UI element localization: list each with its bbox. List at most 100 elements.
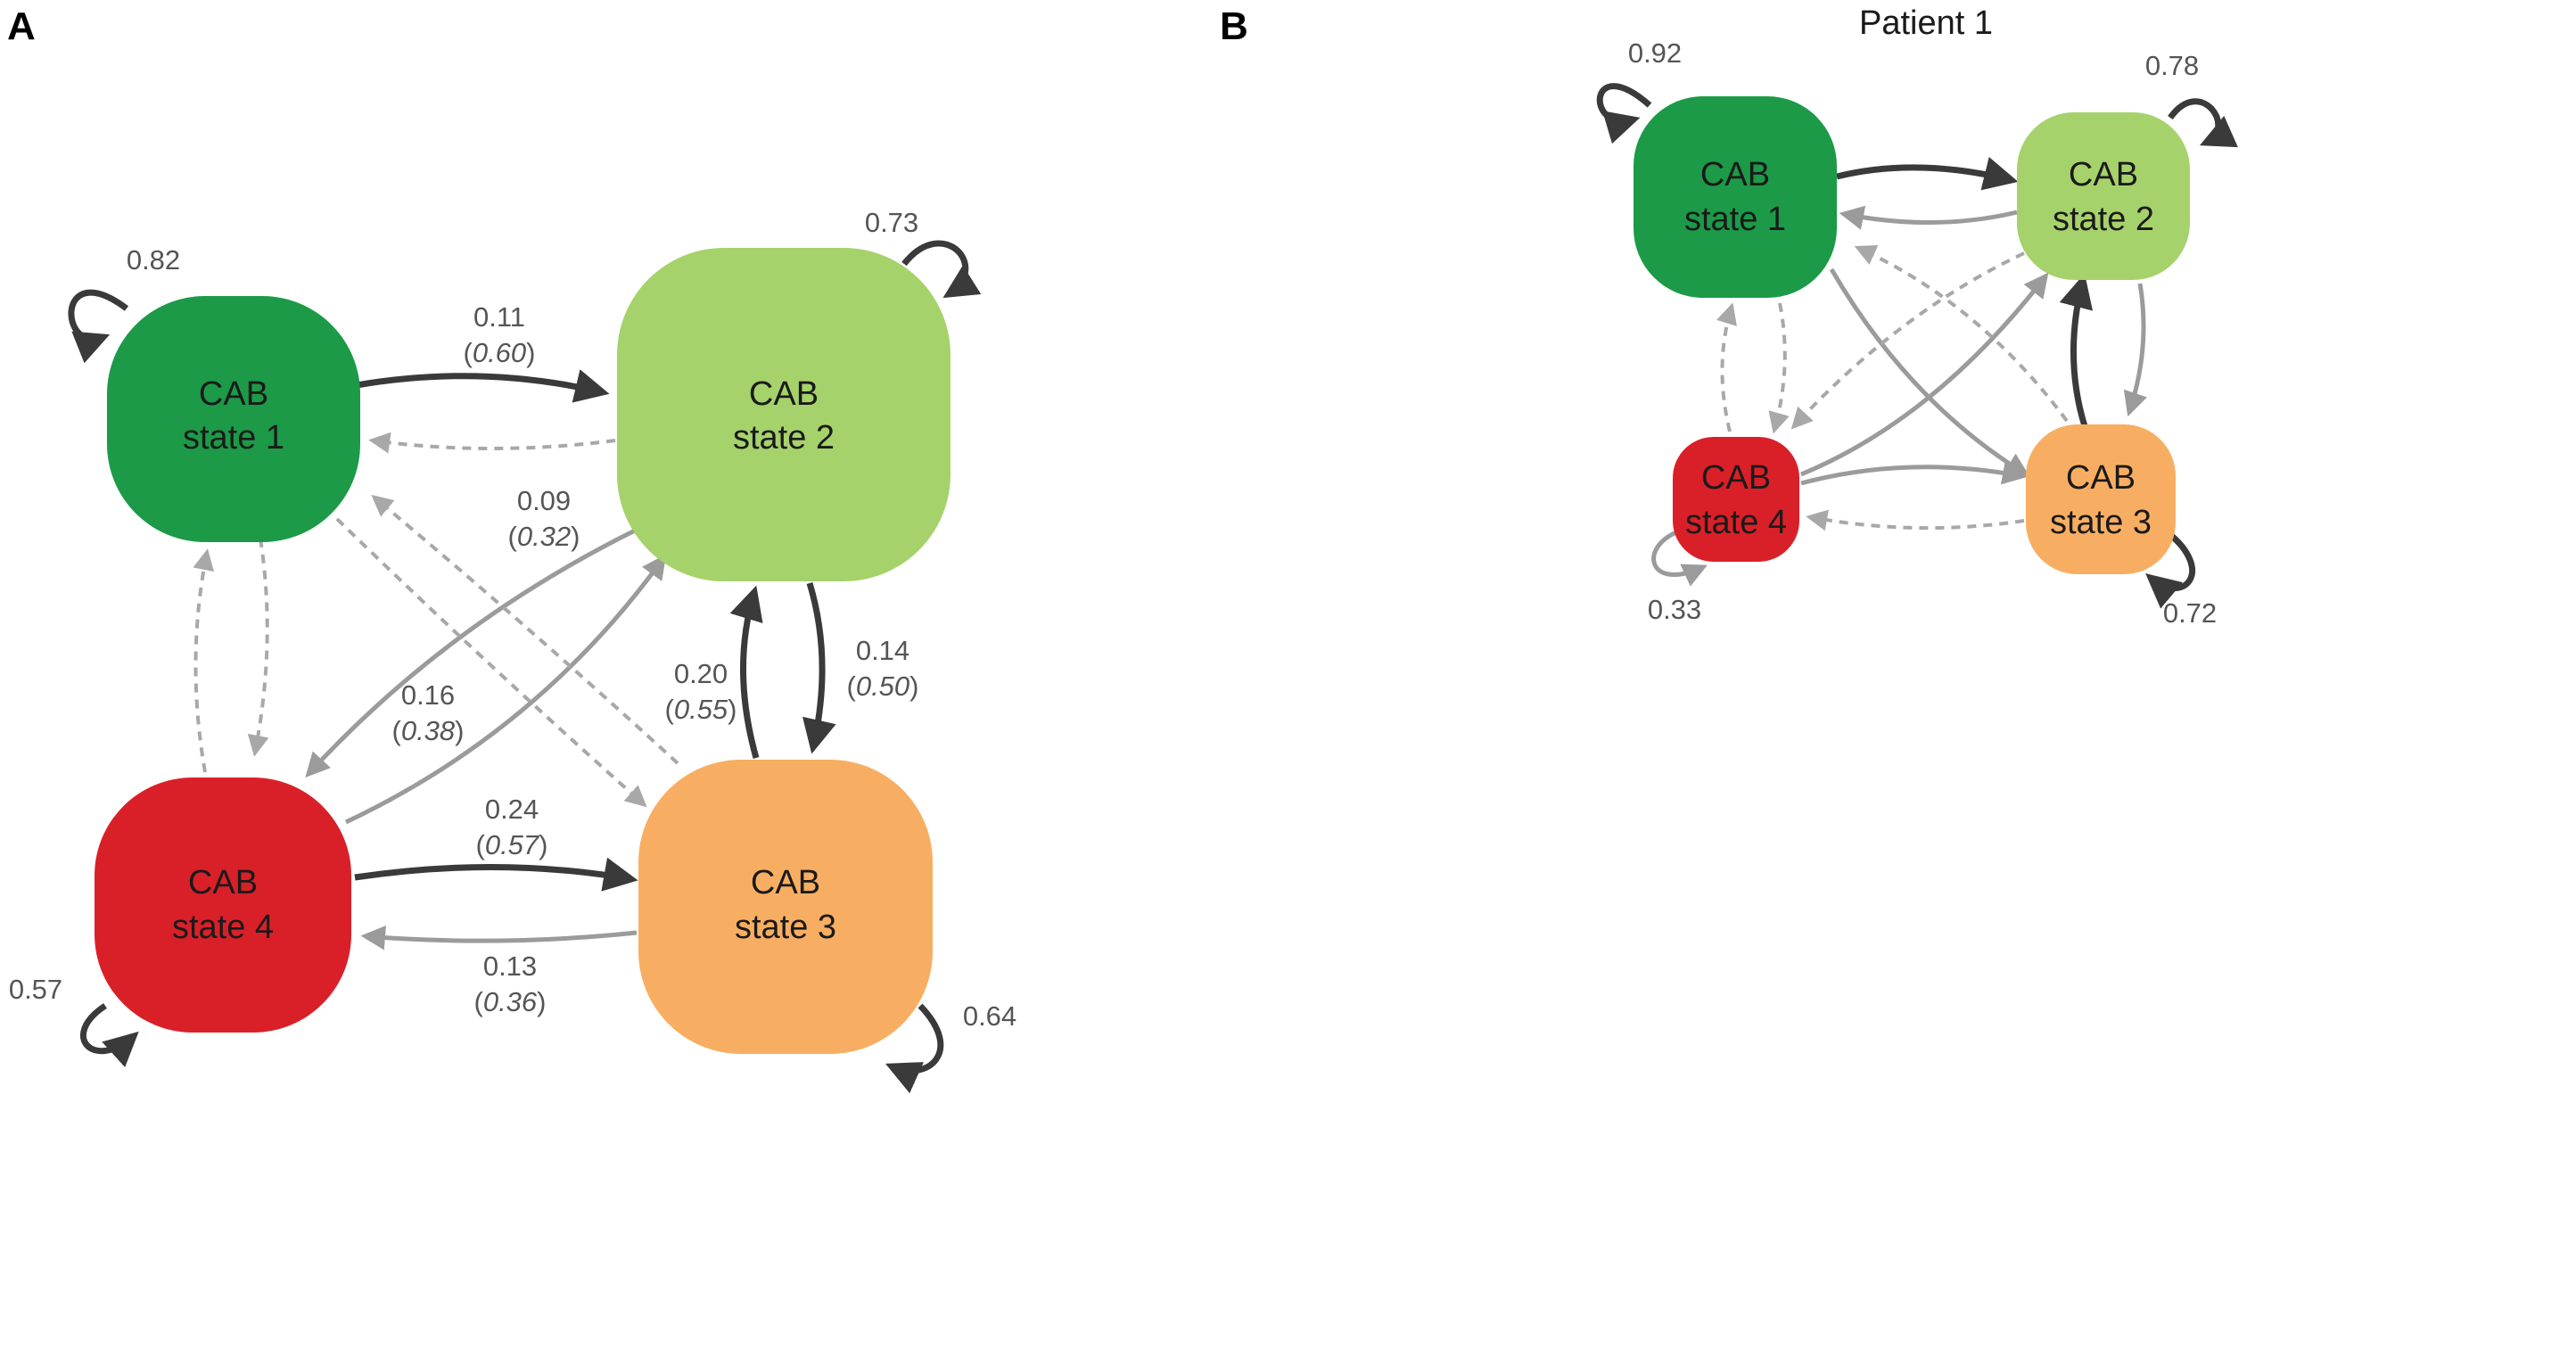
node-label-a-s1-line1: CAB [199,375,268,413]
edge-cond: (0.57) [476,829,548,860]
edge-a-s2-s3 [802,581,836,754]
edge-prob: 0.24 [485,794,539,825]
edge-prob: 0.16 [401,679,455,711]
edge-a-s1-s3 [335,517,647,808]
edge-cond-value: 0.50 [856,671,909,702]
edge-b-s4-s3 [1800,460,2028,486]
edge-prob: 0.13 [483,950,537,982]
self-loop-b-s3 [2145,531,2196,609]
panel-b-edges [1716,156,2147,531]
self-loop-a-s2 [901,240,982,299]
edge-b-s2-s1 [1839,205,2018,230]
panel-a-edges [193,369,836,950]
edge-cond-value: 0.38 [401,715,456,746]
edge-a-s1-s4 [247,538,269,757]
edge-a-s3-s2 [729,585,763,759]
node-label-b-s1-line2: state 1 [1684,201,1786,238]
edge-b-s3-s4 [1806,509,2025,531]
state-node-b-s2 [2017,112,2190,280]
edge-a-s2-s4 [305,527,638,778]
node-label-a-s1-line2: state 1 [183,419,284,457]
state-node-a-s2 [617,248,951,581]
edge-label-a-s4-s3: 0.24 (0.57) [476,794,548,860]
self-loop-b-s2 [2168,98,2238,148]
edge-a-s3-s4 [360,926,638,950]
edge-b-s1-s4 [1768,302,1790,434]
self-loop-label-b-s4: 0.33 [1648,594,1701,625]
edge-cond-value: 0.57 [485,829,540,860]
edge-a-s4-s2 [344,554,667,825]
panel-b: B Patient 1 CAB state 1 CAB [1220,4,2238,629]
edge-b-s1-s3 [1829,267,2030,477]
panel-a-self-loops [68,240,982,1094]
edge-b-s3-s1 [1854,245,2069,423]
edge-cond-value: 0.60 [473,337,526,368]
edge-cond: (0.60) [464,337,536,368]
node-label-b-s2-line2: state 2 [2053,201,2154,238]
state-node-b-s4 [1673,437,1799,562]
edge-cond: (0.36) [474,986,547,1017]
state-node-b-s3 [2026,424,2176,574]
node-label-a-s3-line1: CAB [751,864,820,901]
edge-label-a-s4-s2: 0.16 (0.38) [392,679,465,746]
state-node-a-s4 [95,778,351,1033]
node-label-a-s4-line2: state 4 [172,909,274,946]
edge-label-a-s2-s3: 0.14 (0.50) [847,635,919,702]
self-loop-label-a-s2: 0.73 [865,207,918,238]
node-label-b-s2-line1: CAB [2069,156,2138,193]
self-loop-label-b-s3: 0.72 [2163,597,2217,629]
self-loop-label-b-s2: 0.78 [2145,50,2199,81]
node-label-b-s1-line1: CAB [1700,156,1770,193]
node-label-b-s3-line1: CAB [2066,459,2136,497]
edge-b-s1-s2 [1836,156,2019,191]
node-label-b-s4-line1: CAB [1701,459,1771,497]
edge-label-a-s1-s2: 0.11 (0.60) [464,301,536,368]
state-node-b-s1 [1634,96,1837,298]
self-loop-a-s1 [68,289,129,364]
edge-label-a-s3-s4: 0.13 (0.36) [474,950,547,1017]
edge-a-s4-s1 [193,548,215,773]
node-label-a-s4-line1: CAB [188,864,258,901]
edge-b-s4-s1 [1716,302,1737,432]
self-loop-label-b-s1: 0.92 [1628,37,1682,69]
edge-b-s3-s2 [2059,273,2094,428]
state-node-a-s3 [638,760,933,1054]
self-loop-a-s3 [885,1003,944,1094]
self-loop-label-a-s4: 0.57 [9,974,62,1005]
self-loop-a-s4 [79,1003,139,1067]
node-label-a-s2-line1: CAB [749,375,819,413]
panel-a: A CAB state 1 [7,4,1016,1094]
panel-b-letter: B [1220,4,1248,48]
node-label-a-s3-line2: state 3 [735,909,836,946]
edge-b-s2-s4 [1790,251,2025,430]
edge-prob: 0.14 [856,635,909,666]
panel-a-letter: A [7,4,36,48]
edge-label-a-s3-s2: 0.20 (0.55) [665,658,737,725]
edge-prob: 0.11 [473,301,525,333]
edge-prob: 0.09 [517,485,571,516]
edge-cond-value: 0.32 [517,521,571,552]
panel-b-title: Patient 1 [1859,4,1993,42]
edge-b-s4-s2 [1800,272,2049,477]
edge-a-s3-s1 [371,494,679,765]
node-label-b-s3-line2: state 3 [2050,504,2152,541]
self-loop-b-s1 [1596,83,1652,144]
edge-a-s4-s3 [354,857,638,892]
edge-cond: (0.38) [392,715,465,746]
edge-cond-value: 0.55 [674,694,728,725]
self-loop-label-a-s1: 0.82 [127,244,180,276]
edge-prob: 0.20 [674,658,728,689]
self-loop-label-a-s3: 0.64 [963,1000,1016,1032]
edge-b-s2-s3 [2123,283,2147,417]
edge-label-a-s2-s4: 0.09 (0.32) [508,485,580,552]
edge-a-s2-s1 [368,432,616,454]
edge-a-s1-s2 [356,369,610,403]
edge-cond-value: 0.36 [483,986,538,1017]
state-node-a-s1 [107,296,360,542]
edge-cond: (0.50) [847,671,919,702]
node-label-b-s4-line2: state 4 [1685,504,1787,541]
edge-cond: (0.55) [665,694,737,725]
node-label-a-s2-line2: state 2 [733,419,835,457]
edge-cond: (0.32) [508,521,580,552]
